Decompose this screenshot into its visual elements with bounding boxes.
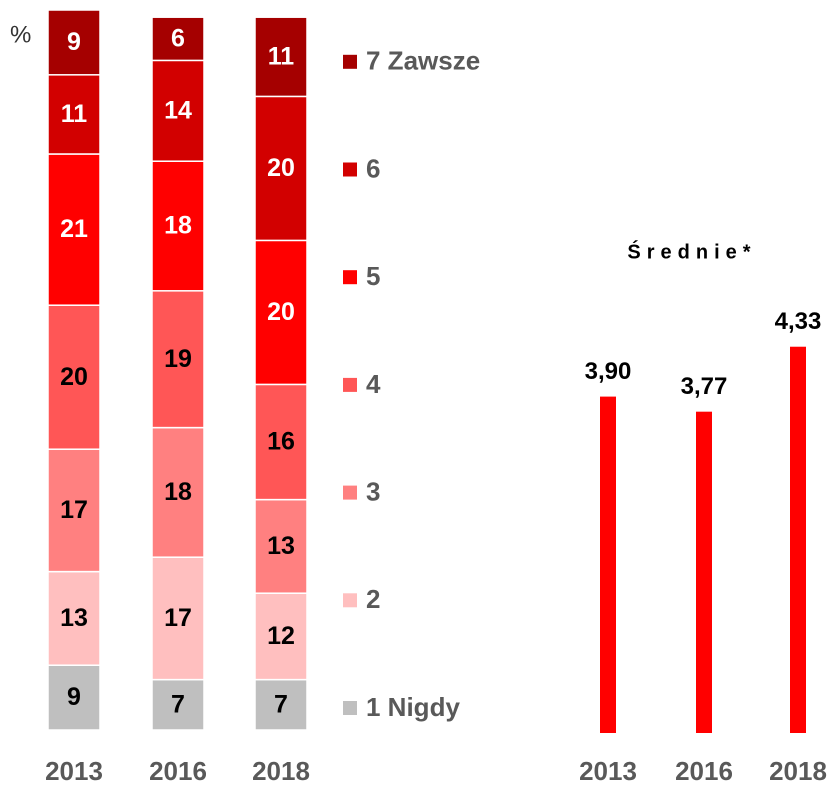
legend-swatch: [343, 54, 357, 69]
data-label: 4,33: [775, 308, 822, 335]
data-label: 18: [164, 478, 192, 506]
legend-label: 3: [366, 476, 380, 506]
bar-segment: [254, 498, 308, 594]
legend-swatch: [343, 593, 357, 608]
data-label: 20: [60, 363, 88, 391]
data-label: 13: [267, 532, 295, 560]
legend-swatch: [343, 485, 357, 500]
legend-label: 2: [366, 584, 380, 614]
bar-segment: [151, 678, 205, 731]
data-label: 17: [60, 496, 88, 524]
data-label: 19: [164, 345, 192, 373]
bar-segment: [254, 678, 308, 731]
legend-label: 1 Nigdy: [366, 692, 460, 722]
data-label: 3,90: [585, 358, 632, 385]
bar-segment: [151, 16, 205, 62]
bar-segment: [47, 9, 101, 76]
legend-label: 4: [366, 369, 381, 399]
y-label: %: [10, 21, 31, 48]
bar-segment: [254, 16, 308, 98]
legend-swatch: [343, 270, 357, 285]
data-label: 20: [267, 298, 295, 326]
legend-label: 5: [366, 261, 380, 291]
bar: [790, 346, 806, 733]
chart-title: Średnie*: [627, 239, 756, 263]
bar-segment: [254, 592, 308, 681]
bar-segment: [47, 664, 101, 731]
data-label: 6: [171, 24, 185, 52]
data-label: 3,77: [681, 373, 728, 400]
bar-segment: [151, 426, 205, 558]
legend-swatch: [343, 377, 357, 392]
data-label: 11: [268, 42, 295, 70]
data-label: 17: [164, 604, 192, 632]
legend-label: 7 Zawsze: [366, 46, 480, 76]
legend-label: 6: [366, 153, 380, 183]
data-label: 7: [171, 690, 185, 718]
bar: [696, 411, 712, 733]
bar-segment: [47, 74, 101, 155]
x-tick-label: 2016: [149, 756, 207, 786]
x-tick-label: 2013: [45, 756, 103, 786]
bar-segment: [47, 570, 101, 666]
data-label: 13: [60, 604, 88, 632]
bar-segment: [254, 383, 308, 501]
bar: [600, 396, 616, 733]
bar-segment: [151, 290, 205, 429]
x-tick-label: 2013: [579, 756, 637, 786]
bar-segment: [47, 153, 101, 306]
x-tick-label: 2016: [675, 756, 733, 786]
x-tick-label: 2018: [769, 756, 827, 786]
data-label: 11: [61, 100, 88, 128]
bar-segment: [254, 95, 308, 242]
bar-segment: [151, 59, 205, 162]
x-tick-label: 2018: [252, 756, 310, 786]
bar-segment: [47, 304, 101, 450]
data-label: 16: [267, 428, 295, 456]
bar-segment: [151, 556, 205, 681]
legend-swatch: [343, 162, 357, 177]
data-label: 21: [60, 215, 88, 243]
bar-segment: [254, 239, 308, 386]
data-label: 14: [164, 96, 192, 124]
data-label: 18: [164, 212, 192, 240]
legend-swatch: [343, 701, 357, 715]
data-label: 9: [67, 28, 81, 56]
data-label: 9: [67, 683, 81, 711]
data-label: 20: [267, 154, 295, 182]
data-label: 12: [267, 622, 295, 650]
bar-segment: [151, 160, 205, 292]
data-label: 7: [274, 690, 288, 718]
